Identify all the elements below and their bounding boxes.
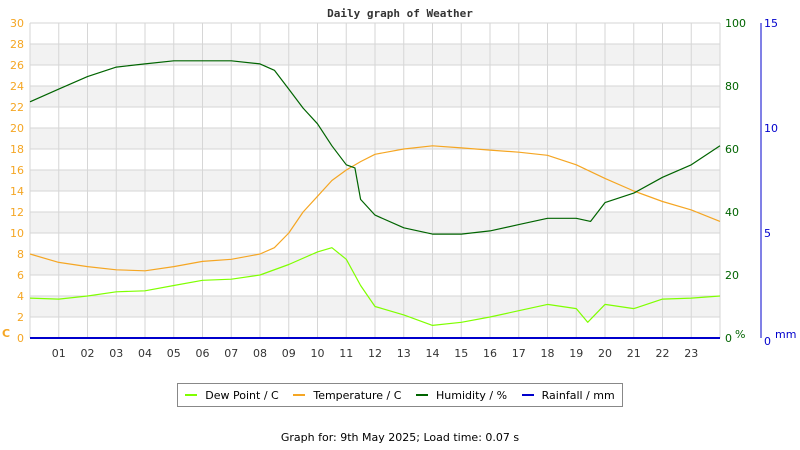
legend-label: Dew Point / C xyxy=(205,388,279,402)
svg-text:28: 28 xyxy=(10,38,24,51)
svg-text:10: 10 xyxy=(311,347,325,360)
svg-text:13: 13 xyxy=(397,347,411,360)
svg-text:04: 04 xyxy=(138,347,152,360)
svg-text:17: 17 xyxy=(512,347,526,360)
svg-text:16: 16 xyxy=(483,347,497,360)
svg-text:100: 100 xyxy=(725,17,746,30)
svg-text:03: 03 xyxy=(109,347,123,360)
legend-label: Temperature / C xyxy=(313,388,402,402)
weather-chart: Daily graph of Weather 02468101214161820… xyxy=(2,7,796,360)
right-axis-humidity: 0 20 40 60 80 100% xyxy=(725,17,746,345)
svg-text:23: 23 xyxy=(684,347,698,360)
temperature-swatch-icon xyxy=(293,394,306,396)
svg-text:4: 4 xyxy=(17,290,24,303)
svg-text:6: 6 xyxy=(17,269,24,282)
legend-item-dew-point: Dew Point / C xyxy=(185,388,279,402)
rainfall-swatch-icon xyxy=(521,394,534,396)
svg-text:15: 15 xyxy=(454,347,468,360)
svg-text:19: 19 xyxy=(569,347,583,360)
svg-text:10: 10 xyxy=(764,122,778,135)
svg-text:16: 16 xyxy=(10,164,24,177)
svg-text:0: 0 xyxy=(17,332,24,345)
svg-text:18: 18 xyxy=(10,143,24,156)
legend-item-rainfall: Rainfall / mm xyxy=(521,388,615,402)
svg-text:20: 20 xyxy=(598,347,612,360)
humidity-swatch-icon xyxy=(416,394,429,396)
svg-text:24: 24 xyxy=(10,80,24,93)
svg-text:01: 01 xyxy=(52,347,66,360)
svg-text:21: 21 xyxy=(627,347,641,360)
legend-label: Rainfall / mm xyxy=(541,388,615,402)
svg-text:12: 12 xyxy=(368,347,382,360)
legend-item-humidity: Humidity / % xyxy=(416,389,507,402)
svg-text:%: % xyxy=(735,328,745,341)
series-lines xyxy=(29,60,721,339)
svg-text:60: 60 xyxy=(725,143,739,156)
chart-legend: Dew Point / C Temperature / C Humidity /… xyxy=(177,383,623,407)
svg-text:10: 10 xyxy=(10,227,24,240)
svg-text:20: 20 xyxy=(725,269,739,282)
svg-text:14: 14 xyxy=(426,347,440,360)
graph-footer: Graph for: 9th May 2025; Load time: 0.07… xyxy=(280,431,520,444)
dew-point-swatch-icon xyxy=(185,394,198,396)
svg-text:08: 08 xyxy=(253,347,267,360)
svg-text:09: 09 xyxy=(282,347,296,360)
svg-text:06: 06 xyxy=(196,347,210,360)
svg-text:26: 26 xyxy=(10,59,24,72)
chart-title: Daily graph of Weather xyxy=(327,7,473,20)
svg-text:30: 30 xyxy=(10,17,24,30)
svg-text:5: 5 xyxy=(764,227,771,240)
svg-text:80: 80 xyxy=(725,80,739,93)
svg-text:22: 22 xyxy=(656,347,670,360)
svg-text:02: 02 xyxy=(81,347,95,360)
svg-text:12: 12 xyxy=(10,206,24,219)
x-axis-hours: 01 02 03 04 05 06 07 08 09 10 11 12 13 14 15 16 17 18 19 20… xyxy=(52,347,699,360)
svg-text:15: 15 xyxy=(764,17,778,30)
svg-text:2: 2 xyxy=(17,311,24,324)
svg-text:07: 07 xyxy=(224,347,238,360)
legend-label: Humidity / % xyxy=(436,388,508,402)
svg-text:11: 11 xyxy=(339,347,353,360)
svg-text:40: 40 xyxy=(725,206,739,219)
svg-text:18: 18 xyxy=(541,347,555,360)
right-axis-rainfall: 0 5 10 15 mm xyxy=(760,17,796,348)
svg-text:22: 22 xyxy=(10,101,24,114)
svg-text:0: 0 xyxy=(764,335,771,348)
svg-text:0: 0 xyxy=(725,332,732,345)
svg-text:05: 05 xyxy=(167,347,181,360)
svg-text:14: 14 xyxy=(10,185,24,198)
svg-text:8: 8 xyxy=(17,248,24,261)
svg-text:C: C xyxy=(2,327,10,340)
svg-text:20: 20 xyxy=(10,122,24,135)
legend-item-temperature: Temperature / C xyxy=(293,389,401,402)
svg-text:mm: mm xyxy=(775,328,796,341)
